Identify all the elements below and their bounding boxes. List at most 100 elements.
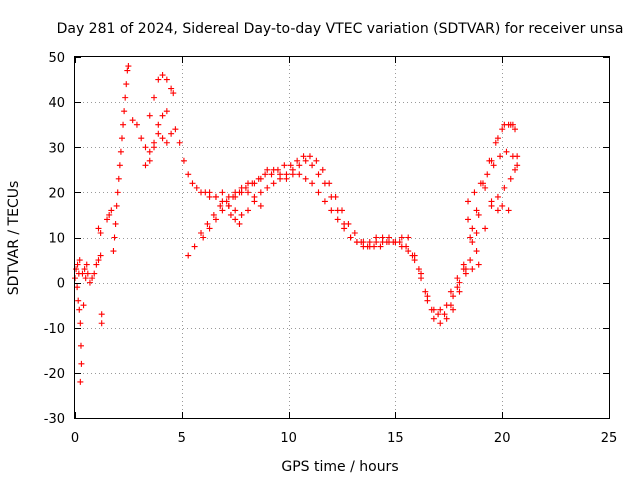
data-point — [385, 239, 392, 246]
x-axis-label: GPS time / hours — [281, 459, 398, 475]
data-point — [482, 225, 489, 232]
data-point — [469, 239, 476, 246]
x-tick-label: 10 — [280, 431, 297, 446]
data-point — [473, 229, 480, 236]
data-point — [151, 139, 158, 146]
data-point — [450, 306, 457, 313]
data-point — [86, 279, 93, 286]
data-point — [430, 306, 437, 313]
data-point — [462, 270, 469, 277]
data-point — [108, 207, 115, 214]
data-point — [115, 175, 122, 182]
data-point — [443, 302, 450, 309]
data-point — [315, 189, 322, 196]
data-point — [398, 234, 405, 241]
data-point — [155, 130, 162, 137]
data-point — [257, 175, 264, 182]
data-point — [95, 257, 102, 264]
data-point — [347, 234, 354, 241]
data-point — [422, 288, 429, 295]
data-point — [503, 148, 510, 155]
data-point — [360, 239, 367, 246]
data-point — [125, 63, 132, 70]
data-point — [405, 234, 412, 241]
data-point — [332, 193, 339, 200]
data-point — [163, 139, 170, 146]
data-point — [300, 153, 307, 160]
data-point — [238, 211, 245, 218]
data-point — [75, 297, 82, 304]
data-point — [151, 94, 158, 101]
series-0 — [72, 225, 105, 385]
data-point — [110, 248, 117, 255]
data-point — [98, 320, 105, 327]
data-point — [467, 234, 474, 241]
data-point — [268, 171, 275, 178]
data-point — [499, 126, 506, 133]
data-point — [501, 184, 508, 191]
data-point — [142, 144, 149, 151]
data-point — [168, 130, 175, 137]
data-point — [321, 198, 328, 205]
data-point — [219, 207, 226, 214]
data-point — [477, 180, 484, 187]
data-point — [83, 261, 90, 268]
data-point — [377, 243, 384, 250]
data-point — [133, 121, 140, 128]
data-point — [403, 243, 410, 250]
data-point — [315, 171, 322, 178]
data-point — [170, 90, 177, 97]
data-point — [204, 220, 211, 227]
data-point — [84, 270, 91, 277]
data-point — [212, 193, 219, 200]
data-point — [129, 117, 136, 124]
axis-ticks: 0 5 10 15 20 25 -30 -20 -10 0 10 20 30 40 50 — [44, 51, 618, 446]
data-point — [296, 171, 303, 178]
data-point — [97, 252, 104, 259]
data-point — [232, 207, 239, 214]
data-point — [122, 94, 129, 101]
data-point — [77, 320, 84, 327]
series-4 — [200, 162, 521, 313]
data-point — [206, 193, 213, 200]
data-point — [76, 257, 83, 264]
data-point — [475, 261, 482, 268]
data-point — [189, 180, 196, 187]
data-point — [469, 225, 476, 232]
data-point — [97, 229, 104, 236]
data-point — [146, 112, 153, 119]
data-point — [206, 225, 213, 232]
data-point — [437, 320, 444, 327]
data-point — [326, 180, 333, 187]
x-tick-label: 5 — [178, 431, 186, 446]
data-point — [78, 360, 85, 367]
data-point — [264, 166, 271, 173]
data-point — [351, 229, 358, 236]
data-point — [507, 175, 514, 182]
data-point — [159, 72, 166, 79]
data-point — [353, 239, 360, 246]
data-point — [270, 180, 277, 187]
data-point — [93, 261, 100, 268]
x-tick-label: 25 — [601, 431, 618, 446]
data-point — [473, 207, 480, 214]
data-point — [219, 189, 226, 196]
data-point — [465, 198, 472, 205]
data-point — [223, 198, 230, 205]
data-point — [163, 76, 170, 83]
data-point — [454, 275, 461, 282]
data-point — [306, 153, 313, 160]
x-tick-label: 0 — [71, 431, 79, 446]
data-point — [514, 153, 521, 160]
data-point — [91, 270, 98, 277]
data-point — [450, 293, 457, 300]
data-point — [283, 175, 290, 182]
data-point — [104, 216, 111, 223]
series-5 — [206, 148, 521, 295]
y-tick-label: 20 — [48, 186, 65, 201]
data-point — [217, 202, 224, 209]
data-point — [113, 202, 120, 209]
data-point — [251, 193, 258, 200]
data-point — [492, 139, 499, 146]
